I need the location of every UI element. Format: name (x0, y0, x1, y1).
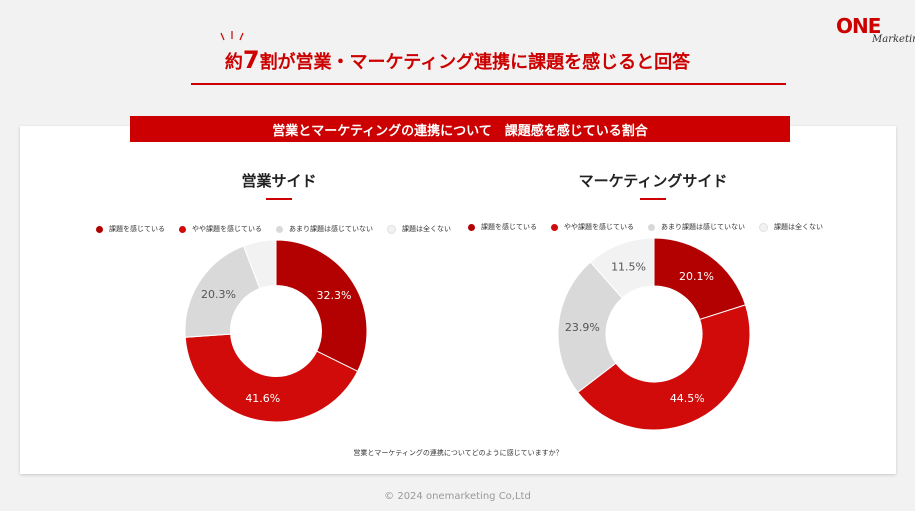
survey-question: 営業とマーケティングの連携についてどのように感じていますか？ (353, 449, 563, 457)
title-suffix: 割が営業・マーケティング連携に課題を感じると回答 (259, 52, 691, 73)
data-label-some: 41.6% (245, 392, 280, 405)
legend-item-some: やや課題を感じている (551, 222, 634, 232)
chart-title-sales: 営業サイド (241, 172, 317, 190)
legend-swatch (468, 223, 475, 231)
legend-item-strong: 課題を感じている (468, 222, 537, 232)
legend-label: やや課題を感じている (192, 225, 262, 233)
legend-label: あまり課題は感じていない (289, 225, 373, 233)
legend-swatch (648, 223, 655, 231)
legend-item-strong: 課題を感じている (96, 224, 165, 234)
legend-item-none: 課題は全くない (387, 224, 451, 234)
data-label-strong: 20.1% (679, 270, 714, 283)
slice-some (184, 333, 359, 423)
chart-title-underline-sales (266, 198, 292, 200)
legend-label: 課題を感じている (109, 225, 165, 233)
brand-logo: ONE Marketing (836, 14, 915, 48)
legend-label: あまり課題は感じていない (661, 223, 745, 231)
section-banner: 営業とマーケティングの連携について 課題感を感じている割合 (130, 116, 790, 142)
chart-title-underline-marketing (640, 198, 666, 200)
copyright-footer: © 2024 onemarketing Co,Ltd (384, 491, 531, 502)
accent-sparkle-icon (220, 31, 244, 41)
legend-item-none: 課題は全くない (759, 222, 823, 232)
legend-label: 課題を感じている (481, 223, 537, 231)
title-underline (191, 83, 786, 85)
chart-title-marketing: マーケティングサイド (578, 172, 728, 190)
chart-card: 営業とマーケティングの連携について 課題感を感じている割合 営業サイド 課題を感… (20, 116, 896, 474)
legend-label: 課題は全くない (402, 225, 451, 233)
slice-some (577, 304, 751, 431)
legend-marketing: 課題を感じている やや課題を感じている あまり課題は感じていない 課題は全くない (468, 222, 837, 232)
data-label-little: 20.3% (201, 288, 236, 301)
slice-strong (275, 239, 368, 372)
donut-chart-marketing: 20.1% 44.5% 23.9% 11.5% (557, 237, 751, 431)
slice-none (589, 237, 655, 299)
legend-swatch (551, 223, 558, 231)
legend-label: やや課題を感じている (564, 223, 634, 231)
title-number: 7 (242, 46, 260, 74)
legend-item-little: あまり課題は感じていない (648, 222, 745, 232)
legend-swatch (96, 225, 103, 233)
legend-item-some: やや課題を感じている (179, 224, 262, 234)
legend-sales: 課題を感じている やや課題を感じている あまり課題は感じていない 課題は全くない (96, 224, 465, 234)
data-label-little: 23.9% (565, 321, 600, 334)
donut-chart-sales: 32.3% 41.6% 20.3% (184, 239, 368, 423)
slice-none (242, 239, 277, 290)
legend-swatch (759, 222, 768, 232)
page-title: 約7割が営業・マーケティング連携に課題を感じると回答 (0, 46, 915, 74)
legend-swatch (179, 225, 186, 233)
legend-item-little: あまり課題は感じていない (276, 224, 373, 234)
data-label-some: 44.5% (670, 392, 705, 405)
title-prefix: 約 (224, 52, 243, 73)
legend-swatch (387, 224, 396, 234)
logo-script-text: Marketing (872, 34, 915, 45)
legend-label: 課題は全くない (774, 223, 823, 231)
legend-swatch (276, 225, 283, 233)
slice-little (557, 261, 623, 394)
data-label-strong: 32.3% (316, 289, 351, 302)
logo-text: ONE (836, 14, 881, 38)
data-label-none: 11.5% (611, 261, 646, 274)
